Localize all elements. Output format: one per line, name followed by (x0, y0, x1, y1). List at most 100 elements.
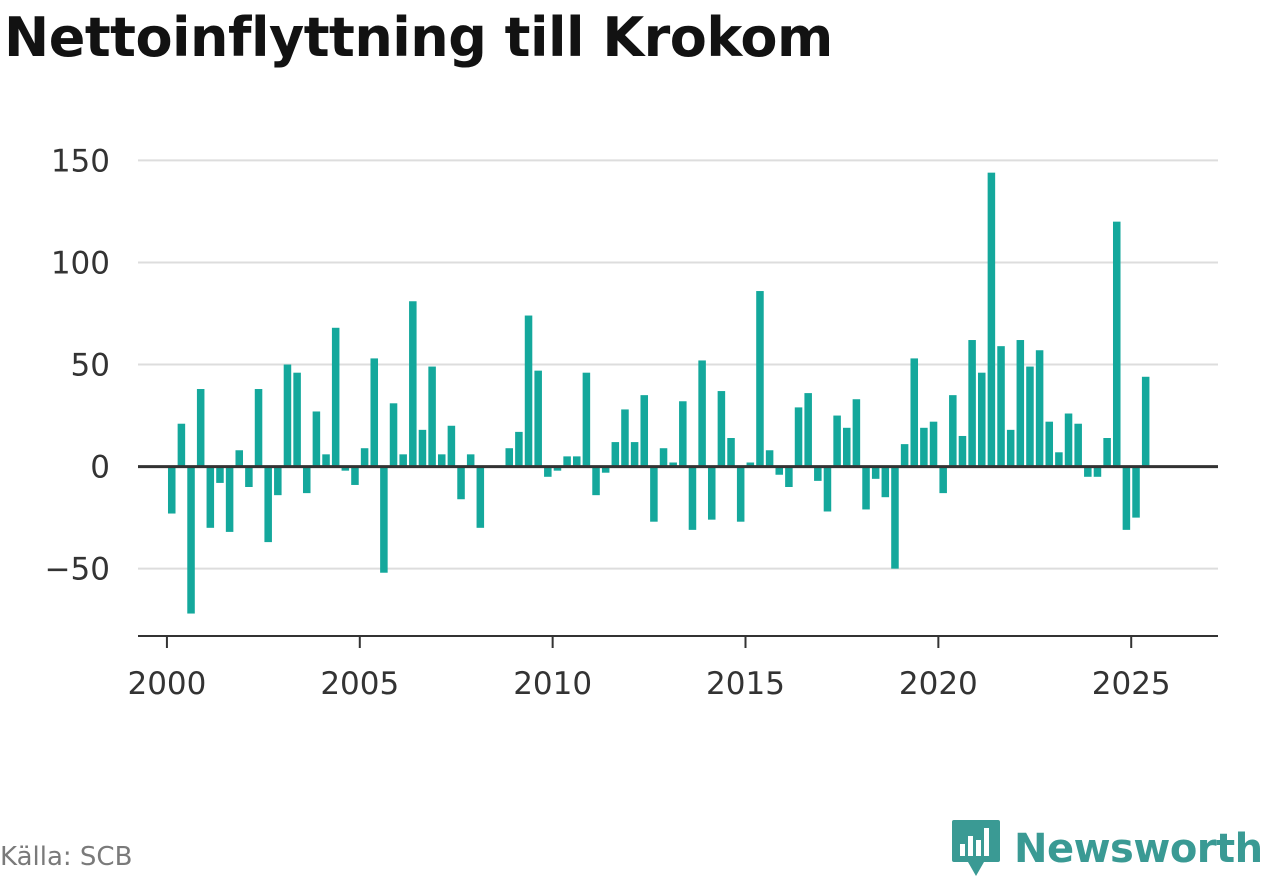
bar (689, 467, 697, 530)
bar (824, 467, 832, 512)
brand-name: Newsworthy (1014, 826, 1262, 872)
bar (997, 346, 1005, 466)
bar (862, 467, 870, 510)
y-tick-label: 150 (51, 143, 110, 179)
y-tick-label: 100 (51, 245, 110, 281)
bar (477, 467, 485, 528)
bar (833, 416, 841, 467)
bar (882, 467, 890, 498)
bar (361, 448, 369, 466)
bar (380, 467, 388, 573)
bar (698, 360, 706, 466)
source-note: Källa: SCB (0, 842, 132, 872)
bars (168, 173, 1159, 614)
bar (332, 328, 340, 467)
bar (322, 454, 330, 466)
bar (1045, 422, 1053, 467)
bar (178, 424, 186, 467)
x-tick-label: 2005 (320, 666, 399, 702)
bar (843, 428, 851, 467)
bar (930, 422, 938, 467)
bar (872, 467, 880, 479)
bar (438, 454, 446, 466)
bar (168, 467, 176, 514)
bar (457, 467, 465, 500)
brand-logo: Newsworthy (950, 818, 1262, 880)
bar (197, 389, 205, 467)
bar (313, 411, 321, 466)
bar (795, 407, 803, 466)
bar (544, 467, 552, 477)
bar (756, 291, 764, 467)
bar (949, 395, 957, 466)
bar (968, 340, 976, 467)
bar (853, 399, 861, 466)
bar (766, 450, 774, 466)
bar (727, 438, 735, 467)
bar (631, 442, 639, 466)
bar (187, 467, 195, 614)
bar (370, 358, 378, 466)
bar (255, 389, 263, 467)
bar (1074, 424, 1082, 467)
bar (1065, 414, 1073, 467)
bar (891, 467, 899, 569)
bar (901, 444, 909, 466)
bar (679, 401, 687, 466)
bar (351, 467, 359, 485)
bar (959, 436, 967, 467)
bar (1094, 467, 1102, 477)
bar (1084, 467, 1092, 477)
bar (708, 467, 716, 520)
bar (207, 467, 215, 528)
bar (1142, 377, 1150, 467)
bar (1017, 340, 1025, 467)
bar (428, 367, 436, 467)
y-tick-label: 50 (71, 348, 110, 384)
bar (1103, 438, 1111, 467)
bar (1132, 467, 1140, 518)
bar (1113, 222, 1121, 467)
bar (448, 426, 456, 467)
bar (515, 432, 523, 467)
bar (1036, 350, 1044, 466)
bar (650, 467, 658, 522)
bar (525, 316, 533, 467)
bar (592, 467, 600, 496)
bar (988, 173, 996, 467)
bar (910, 358, 918, 466)
x-tick-label: 2020 (899, 666, 978, 702)
bar (1123, 467, 1131, 530)
x-tick-label: 2000 (127, 666, 206, 702)
bar (293, 373, 301, 467)
bar (583, 373, 591, 467)
y-tick-label: −50 (45, 552, 110, 588)
bar (640, 395, 648, 466)
bar (612, 442, 620, 466)
bar (303, 467, 311, 494)
bar (274, 467, 282, 496)
bar (235, 450, 243, 466)
bar (264, 467, 272, 543)
bar (621, 409, 629, 466)
bar (785, 467, 793, 487)
bar (467, 454, 475, 466)
gridlines (138, 160, 1218, 568)
bar (419, 430, 427, 467)
bar (737, 467, 745, 522)
bar-chart-speech-bubble-icon (950, 818, 1002, 880)
bar (978, 373, 986, 467)
bar (409, 301, 417, 466)
bar (1026, 367, 1034, 467)
bar (1007, 430, 1015, 467)
bar (505, 448, 513, 466)
bar (245, 467, 253, 487)
bar (718, 391, 726, 467)
bar (226, 467, 234, 532)
bar (660, 448, 668, 466)
bar (563, 456, 571, 466)
x-tick-label: 2015 (706, 666, 785, 702)
x-tick-label: 2010 (513, 666, 592, 702)
bar (216, 467, 224, 483)
